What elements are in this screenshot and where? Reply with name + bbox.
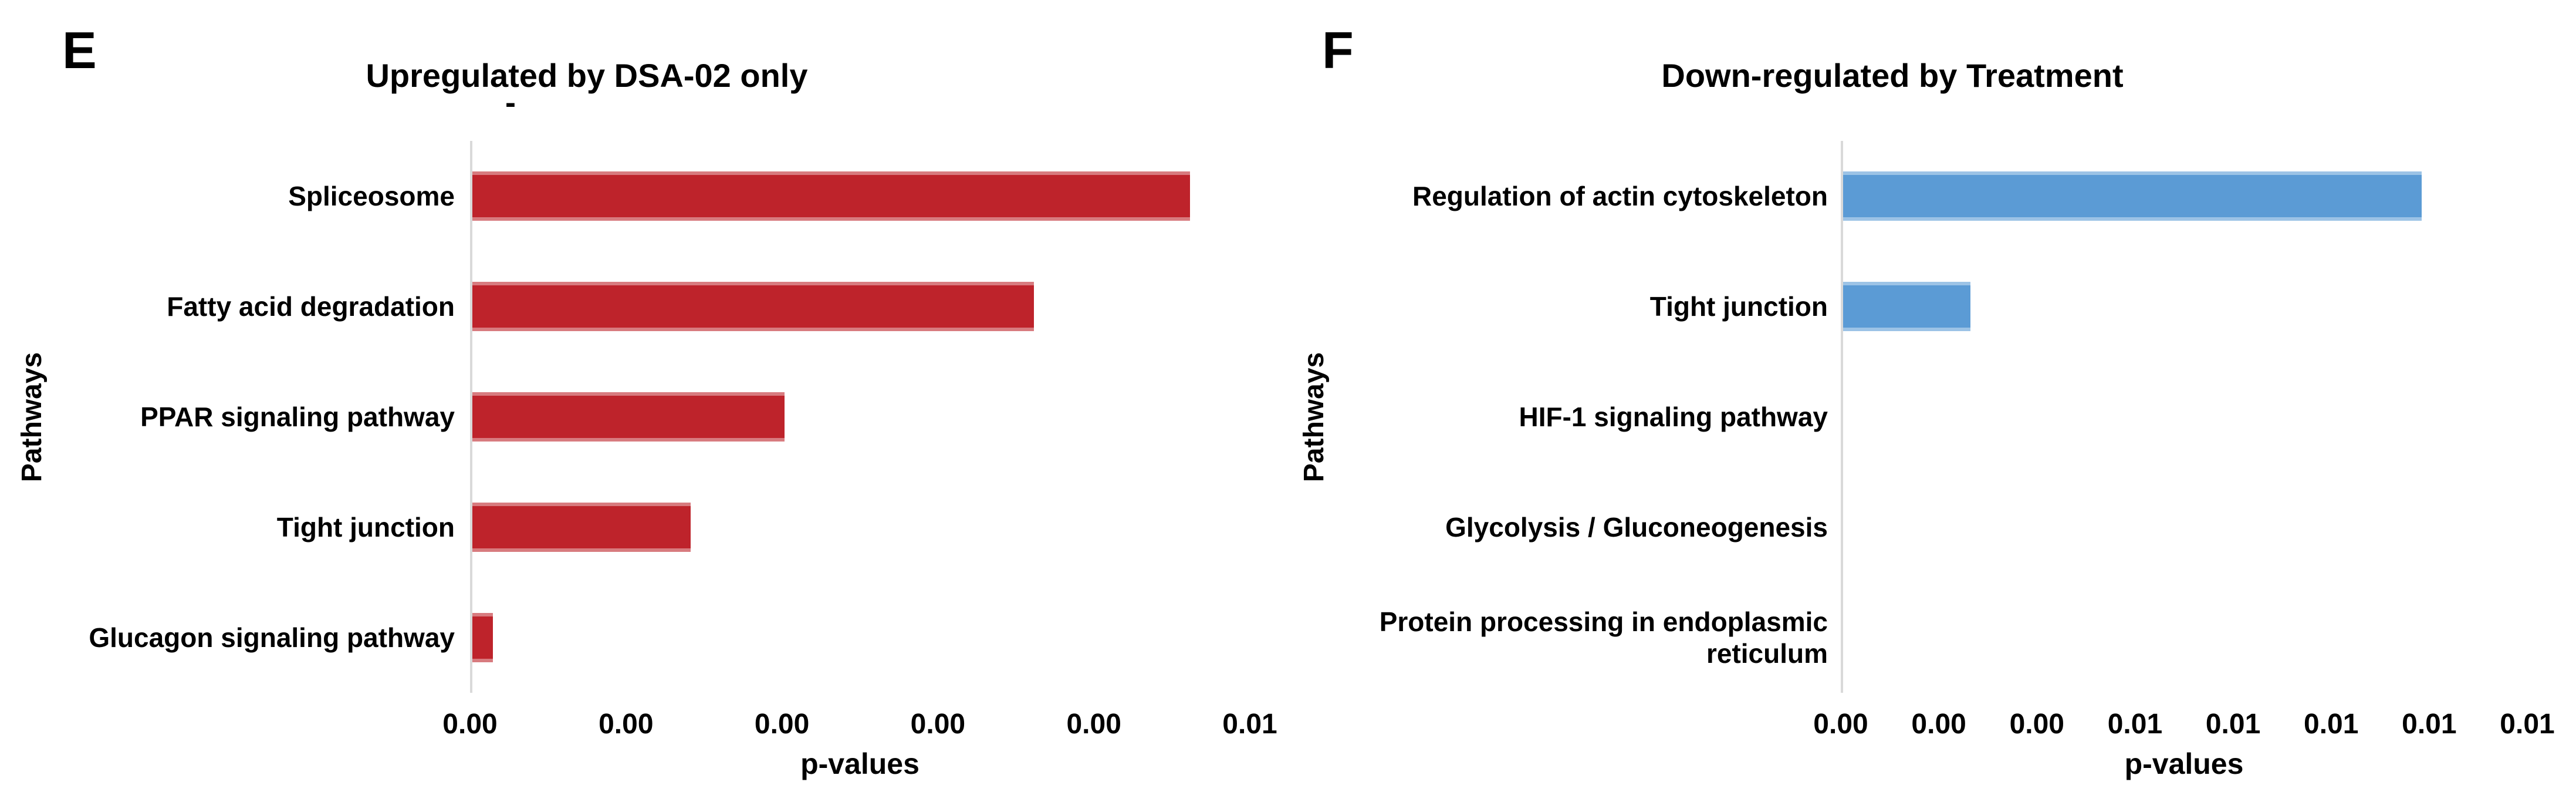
bar-rows <box>1843 141 2530 693</box>
chart-panel-f: F Down-regulated by Treatment Pathways R… <box>1291 0 2576 802</box>
bar <box>1843 282 1971 331</box>
x-axis-ticks: 0.00 0.00 0.00 0.01 0.01 0.01 0.01 0.01 <box>1813 707 2554 743</box>
category-label: Glucagon signaling pathway <box>89 622 455 653</box>
category-label: Fatty acid degradation <box>167 291 455 322</box>
panel-letter-f: F <box>1322 21 1354 79</box>
x-tick-label: 0.01 <box>2205 709 2261 740</box>
chart-title: Upregulated by DSA-02 only <box>366 57 808 94</box>
plot-area <box>470 141 1252 693</box>
x-tick-label: 0.00 <box>1911 709 1966 740</box>
bar <box>1843 171 2422 221</box>
x-tick-label: 0.00 <box>1066 709 1121 740</box>
x-tick-label: 0.00 <box>2009 709 2064 740</box>
chart-title: Down-regulated by Treatment <box>1661 57 2124 94</box>
x-tick-label: 0.01 <box>2303 709 2359 740</box>
bar-row <box>1843 141 2530 251</box>
bar-row <box>1843 251 2530 362</box>
x-tick-label: 0.01 <box>1222 709 1277 740</box>
bar-row <box>1843 362 2530 472</box>
x-tick-label: 0.00 <box>442 709 498 740</box>
category-labels: Regulation of actin cytoskeleton Tight ju… <box>1326 141 1828 693</box>
category-label: Tight junction <box>1649 291 1828 322</box>
bar <box>472 392 785 442</box>
x-axis-ticks: 0.00 0.00 0.00 0.00 0.00 0.01 <box>442 707 1277 743</box>
bar-row <box>472 362 1252 472</box>
chart-subtitle-dash: - <box>505 85 516 120</box>
category-label: Regulation of actin cytoskeleton <box>1412 180 1828 211</box>
x-tick-label: 0.01 <box>2500 709 2555 740</box>
category-label: Spliceosome <box>288 180 455 211</box>
chart-panel-e: E Upregulated by DSA-02 only - Pathways … <box>17 21 1277 780</box>
bar <box>472 613 493 662</box>
bar-row <box>472 251 1252 362</box>
x-tick-label: 0.00 <box>1813 709 1868 740</box>
bar-row <box>472 582 1252 693</box>
category-label: HIF-1 signaling pathway <box>1519 401 1828 432</box>
bar-row <box>1843 472 2530 582</box>
bar-row <box>472 472 1252 582</box>
bar <box>472 171 1190 221</box>
x-axis-title: p-values <box>2124 747 2244 780</box>
category-label: Tight junction <box>276 511 455 542</box>
x-tick-label: 0.01 <box>2402 709 2457 740</box>
bar-row <box>1843 582 2530 693</box>
bar <box>472 282 1034 331</box>
category-label: Protein processing in endoplasmic reticu… <box>1379 606 1828 669</box>
bar <box>472 503 691 552</box>
panel-letter-e: E <box>62 21 97 79</box>
x-tick-label: 0.00 <box>599 709 654 740</box>
bar-row <box>472 141 1252 251</box>
category-label: PPAR signaling pathway <box>140 401 455 432</box>
plot-area <box>1841 141 2530 693</box>
x-axis-title: p-values <box>800 747 919 780</box>
x-tick-label: 0.00 <box>754 709 810 740</box>
x-tick-label: 0.01 <box>2107 709 2163 740</box>
category-label: Glycolysis / Gluconeogenesis <box>1445 511 1828 542</box>
x-tick-label: 0.00 <box>910 709 966 740</box>
bar-rows <box>472 141 1252 693</box>
category-labels: Spliceosome Fatty acid degradation PPAR si… <box>35 141 455 693</box>
